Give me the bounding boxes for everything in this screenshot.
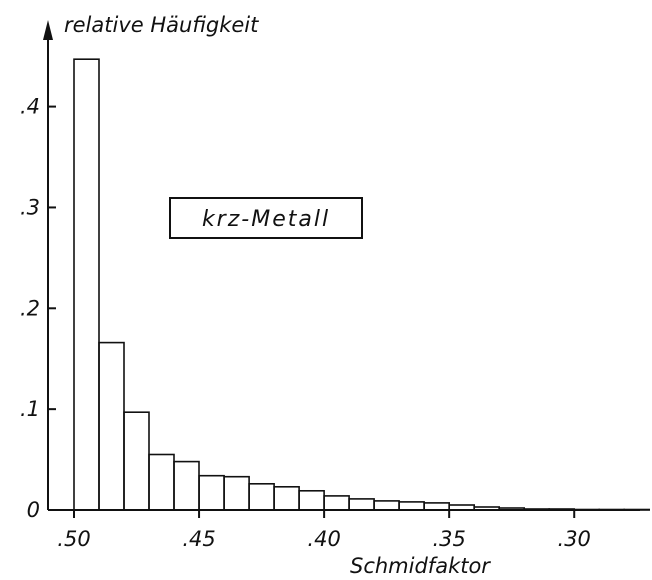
histogram-bar xyxy=(323,495,350,511)
annotation-box xyxy=(169,197,363,239)
histogram-bar xyxy=(98,341,125,511)
y-axis-title: relative Häufigkeit xyxy=(64,13,259,37)
histogram-bar xyxy=(373,500,400,511)
histogram-bar xyxy=(348,498,375,511)
histogram-bar xyxy=(223,475,250,511)
annotation-label: krz-Metall xyxy=(202,207,330,232)
x-axis-title: Schmidfaktor xyxy=(350,554,491,578)
x-tick-label: .30 xyxy=(558,527,591,551)
histogram-bar xyxy=(398,501,425,511)
y-tick-label: .1 xyxy=(20,397,40,421)
x-tick-label: .45 xyxy=(182,527,215,551)
axes-group xyxy=(43,20,640,511)
x-ticks-group: .50 .45 .40 .35 .30 xyxy=(57,510,591,551)
histogram-bar xyxy=(298,489,325,511)
histogram-bar xyxy=(248,482,275,511)
histogram-bar xyxy=(148,453,175,511)
histogram-bar xyxy=(173,460,200,511)
y-ticks-group: 0 .1 .2 .3 .4 xyxy=(20,95,56,522)
y-tick-label: .3 xyxy=(20,195,40,219)
histogram-bar xyxy=(123,411,150,511)
y-tick-label: .2 xyxy=(20,296,40,320)
histogram-bar xyxy=(73,58,100,511)
histogram-bar xyxy=(198,474,225,511)
x-tick-label: .50 xyxy=(57,527,90,551)
y-tick-label: 0 xyxy=(27,498,40,522)
x-tick-label: .40 xyxy=(307,527,340,551)
x-tick-label: .35 xyxy=(432,527,465,551)
histogram-bar xyxy=(273,485,300,511)
histogram-bar xyxy=(423,502,451,511)
bars-group xyxy=(73,58,651,511)
y-axis-arrow xyxy=(43,20,53,40)
y-tick-label: .4 xyxy=(20,95,40,119)
